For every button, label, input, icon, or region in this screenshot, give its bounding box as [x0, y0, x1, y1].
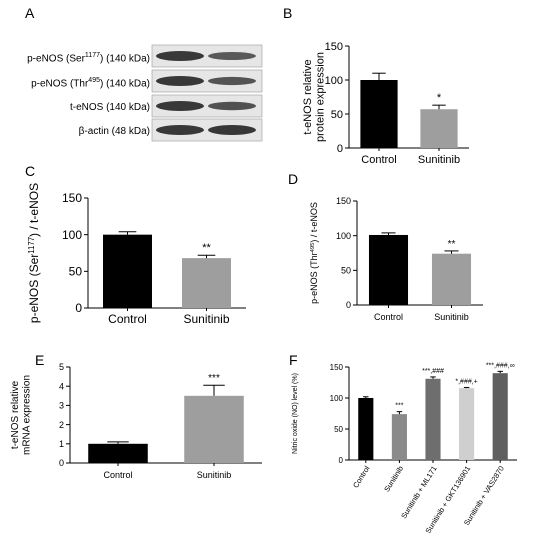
bar-b-0: [360, 80, 398, 148]
significance-label: **: [448, 239, 456, 250]
x-tick-label: Control: [103, 470, 132, 480]
y-tick-label: 0: [75, 301, 82, 315]
x-tick-label: Sunitinib: [382, 464, 405, 493]
y-axis-label: p-eNOS (Ser1177) / t-eNOS: [27, 183, 41, 323]
y-tick-label: 100: [330, 394, 344, 403]
blot-band: [156, 51, 204, 61]
panel-label-c: C: [25, 163, 36, 179]
y-axis-label: t-eNOS relativeprotein expression: [302, 52, 327, 142]
significance-label: *,###,+: [455, 378, 477, 385]
significance-label: ***,###,∞: [486, 362, 515, 369]
y-tick-label: 150: [330, 363, 344, 372]
panel-label-d: D: [288, 171, 299, 187]
bar-d-1: [431, 253, 472, 305]
bar-e-1: [184, 395, 244, 463]
y-tick-label: 100: [325, 75, 343, 87]
blot-band: [208, 101, 256, 111]
chart-c: 0 50 100 150 Control ** Sunitinib p-eNOS (Ser11…: [27, 183, 246, 326]
blot-strip: [151, 44, 263, 68]
blot-strip: [151, 118, 263, 142]
blot-band: [156, 101, 204, 111]
x-tick-label: Sunitinib: [183, 312, 229, 326]
x-tick-label: Control: [351, 464, 372, 490]
x-tick-label: Control: [108, 312, 147, 326]
y-tick-label: 2: [59, 420, 64, 430]
blot-band: [156, 125, 204, 135]
y-tick-label: 50: [334, 425, 343, 434]
chart-e: 0 1 2 3 4 5 Control *** Sunitinib t-eNOS relative…: [10, 362, 262, 480]
y-tick-label: 3: [59, 401, 64, 411]
bar-f-4: [492, 373, 508, 460]
y-tick-label: 4: [59, 381, 64, 391]
y-tick-label: 50: [331, 109, 343, 121]
x-tick-label: Sunitinib: [434, 312, 469, 322]
blot-band: [208, 125, 256, 135]
x-tick-label: Control: [361, 154, 396, 166]
bar-f-1: [391, 414, 407, 460]
blot-band: [156, 76, 204, 86]
blot-band: [208, 76, 256, 86]
y-tick-label: 50: [69, 265, 83, 279]
y-tick-label: 0: [59, 458, 64, 468]
x-tick-label: Sunitinib: [418, 154, 460, 166]
significance-label: ***: [208, 373, 220, 384]
significance-label: ***,###: [422, 368, 444, 375]
x-tick-label: Sunitinib: [197, 470, 232, 480]
y-tick-label: 0: [346, 300, 351, 310]
chart-b: 0 50 100 150 Control * Sunitinib t-eNOS relativ…: [302, 41, 469, 166]
bar-b-1: [420, 109, 458, 148]
panel-label-a: A: [25, 5, 35, 21]
y-tick-label: 150: [62, 191, 82, 205]
y-axis-label: p-eNOS (Thr495) / t-eNOS: [309, 202, 319, 304]
significance-label: *: [437, 92, 442, 104]
significance-label: ***: [395, 403, 403, 410]
y-tick-label: 100: [336, 231, 351, 241]
bar-f-2: [425, 378, 441, 460]
bar-e-0: [88, 443, 148, 463]
blot-band: [208, 52, 256, 60]
y-tick-label: 5: [59, 362, 64, 372]
western-blot-panel: p-eNOS (Ser1177) (140 kDa) p-eNOS (Thr49…: [0, 0, 270, 150]
panel-label-f: F: [289, 352, 298, 368]
y-axis-label: Nitric oxide (NO) level (%): [292, 373, 299, 454]
y-axis-label: t-eNOS relativemRNA expression: [10, 375, 33, 455]
blot-label-beta-actin: β-actin (48 kDa): [78, 126, 150, 137]
blot-image: [151, 44, 263, 142]
panel-label-e: E: [35, 352, 45, 368]
blot-label-p-enos-ser: p-eNOS (Ser1177) (140 kDa): [27, 52, 150, 65]
blot-label-p-enos-thr: p-eNOS (Thr495) (140 kDa): [31, 77, 150, 90]
blot-strip: [151, 69, 263, 93]
y-tick-label: 1: [59, 439, 64, 449]
bar-c-0: [103, 234, 152, 308]
y-tick-label: 0: [339, 456, 344, 465]
y-tick-label: 50: [341, 265, 351, 275]
bar-f-0: [358, 398, 374, 460]
y-tick-label: 100: [62, 228, 82, 242]
chart-d: 0 50 100 150 Control ** Sunitinib p-eNOS (Thr49…: [309, 196, 483, 322]
y-tick-label: 0: [337, 143, 343, 155]
x-tick-label: Control: [374, 312, 403, 322]
bar-f-3: [459, 388, 475, 460]
blot-label-t-enos: t-eNOS (140 kDa): [69, 102, 150, 113]
blot-strip: [151, 94, 263, 118]
y-tick-label: 150: [325, 41, 343, 53]
x-tick-label: Sunitinib + ML171: [399, 464, 439, 520]
panel-label-b: B: [283, 5, 293, 21]
y-tick-label: 150: [336, 196, 351, 206]
chart-f: 0 50 100 150 Control *** Sunitinib ***,### Sunit…: [292, 362, 517, 535]
significance-label: **: [202, 242, 211, 254]
bar-d-0: [368, 234, 409, 305]
bar-c-1: [182, 258, 231, 308]
